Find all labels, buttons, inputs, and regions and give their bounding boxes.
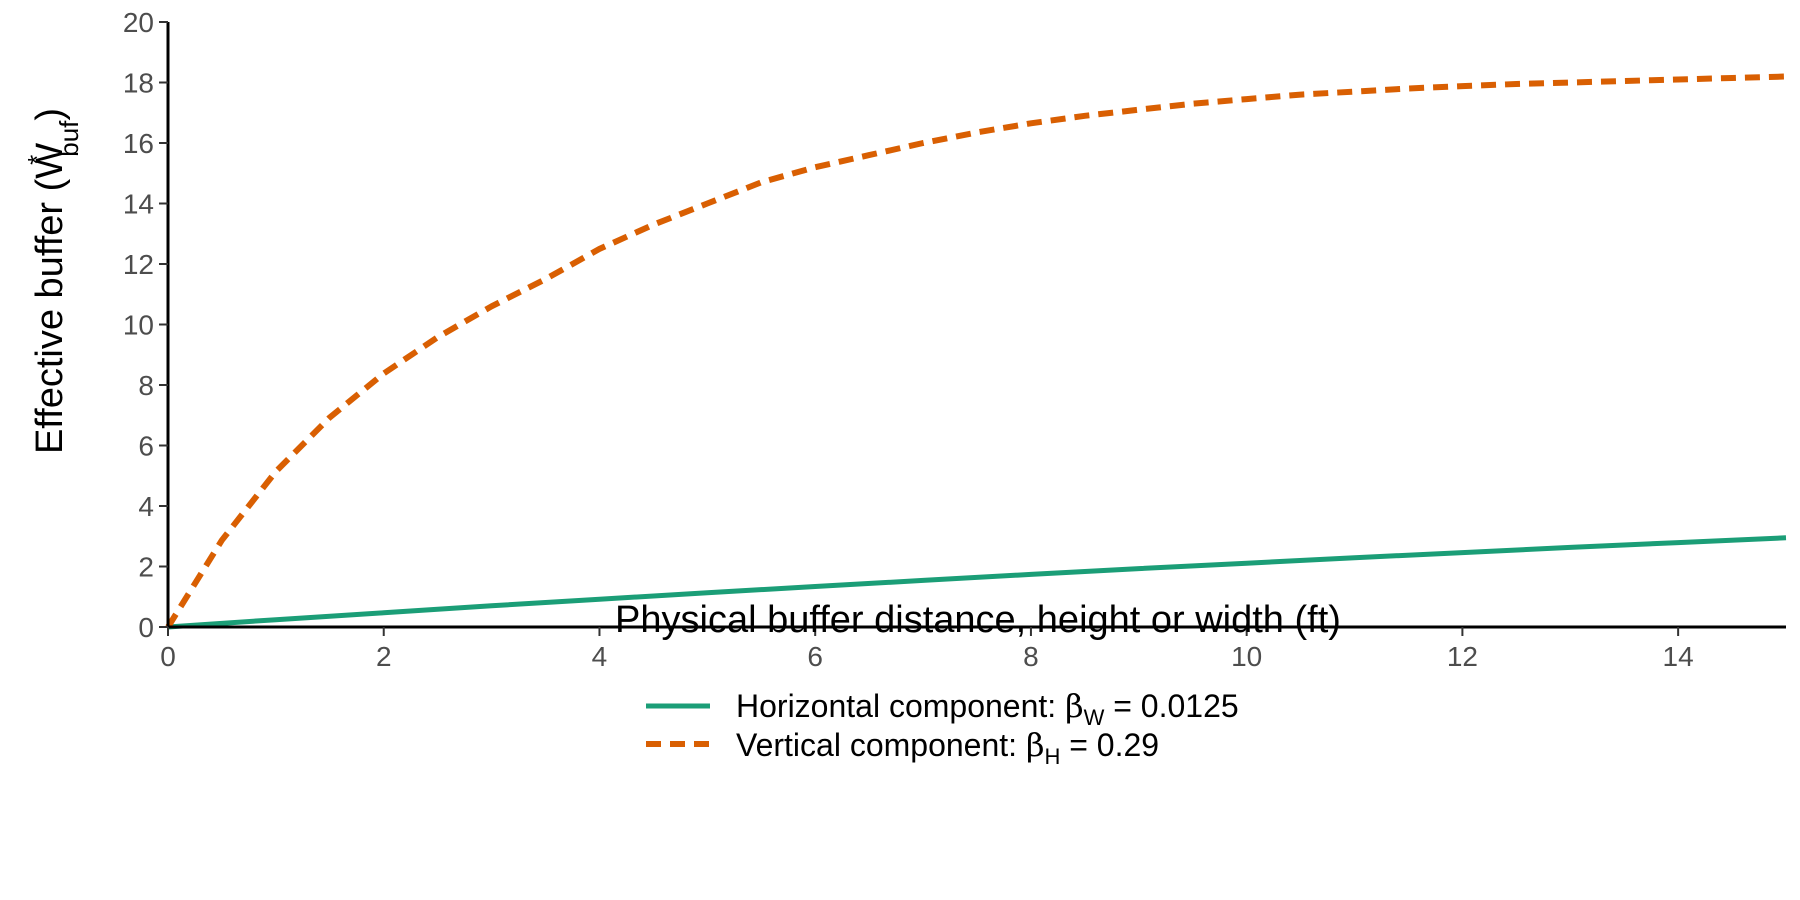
x-tick-label: 8 <box>1023 641 1039 672</box>
y-axis-title-superscript: * <box>22 155 52 165</box>
x-tick-label: 4 <box>592 641 608 672</box>
y-tick-label: 4 <box>138 491 154 522</box>
y-ticks: 0 2 4 6 8 10 12 14 16 18 20 <box>123 7 168 643</box>
axes: 0 2 4 6 8 10 12 14 16 18 20 0 2 4 6 8 10 12 14 <box>123 7 1786 672</box>
y-tick-label: 16 <box>123 128 154 159</box>
series-line-vertical <box>165 73 1787 629</box>
x-tick-label: 14 <box>1663 641 1694 672</box>
plot-lines <box>165 73 1787 630</box>
x-tick-label: 6 <box>807 641 823 672</box>
x-tick-label: 0 <box>160 641 176 672</box>
legend-label-vertical-symbol: β <box>1026 726 1045 764</box>
legend-label-horizontal-value: = 0.0125 <box>1104 688 1238 724</box>
y-axis-title-close: ) <box>29 108 71 121</box>
x-tick-label: 10 <box>1231 641 1262 672</box>
legend-label-vertical-symbol-sub: H <box>1044 744 1060 769</box>
y-tick-label: 8 <box>138 370 154 401</box>
legend-label-vertical-value: = 0.29 <box>1060 727 1159 763</box>
y-tick-label: 18 <box>123 68 154 99</box>
x-axis-title: Physical buffer distance, height or widt… <box>615 599 1341 641</box>
x-tick-label: 12 <box>1447 641 1478 672</box>
y-tick-label: 0 <box>138 612 154 643</box>
x-ticks: 0 2 4 6 8 10 12 14 <box>160 627 1694 672</box>
legend-label-vertical: Vertical component: βH = 0.29 <box>736 726 1159 769</box>
y-tick-label: 10 <box>123 310 154 341</box>
y-tick-label: 12 <box>123 249 154 280</box>
y-tick-label: 14 <box>123 189 154 220</box>
legend-label-horizontal-symbol: β <box>1065 687 1084 725</box>
y-tick-label: 2 <box>138 552 154 583</box>
y-axis-title-subscript: buf <box>54 120 84 157</box>
y-tick-label: 20 <box>123 7 154 38</box>
y-tick-label: 6 <box>138 431 154 462</box>
legend-label-vertical-prefix: Vertical component: <box>736 727 1026 763</box>
series-line-horizontal <box>167 535 1787 630</box>
y-axis-title-main: Effective buffer (W <box>29 143 71 454</box>
legend-label-horizontal: Horizontal component: βW = 0.0125 <box>736 687 1239 730</box>
legend: Horizontal component: βW = 0.0125 Vertic… <box>646 687 1239 769</box>
legend-label-horizontal-symbol-sub: W <box>1084 705 1105 730</box>
y-axis-title: Effective buffer (W*buf) <box>22 108 84 454</box>
legend-label-horizontal-prefix: Horizontal component: <box>736 688 1065 724</box>
x-tick-label: 2 <box>376 641 392 672</box>
